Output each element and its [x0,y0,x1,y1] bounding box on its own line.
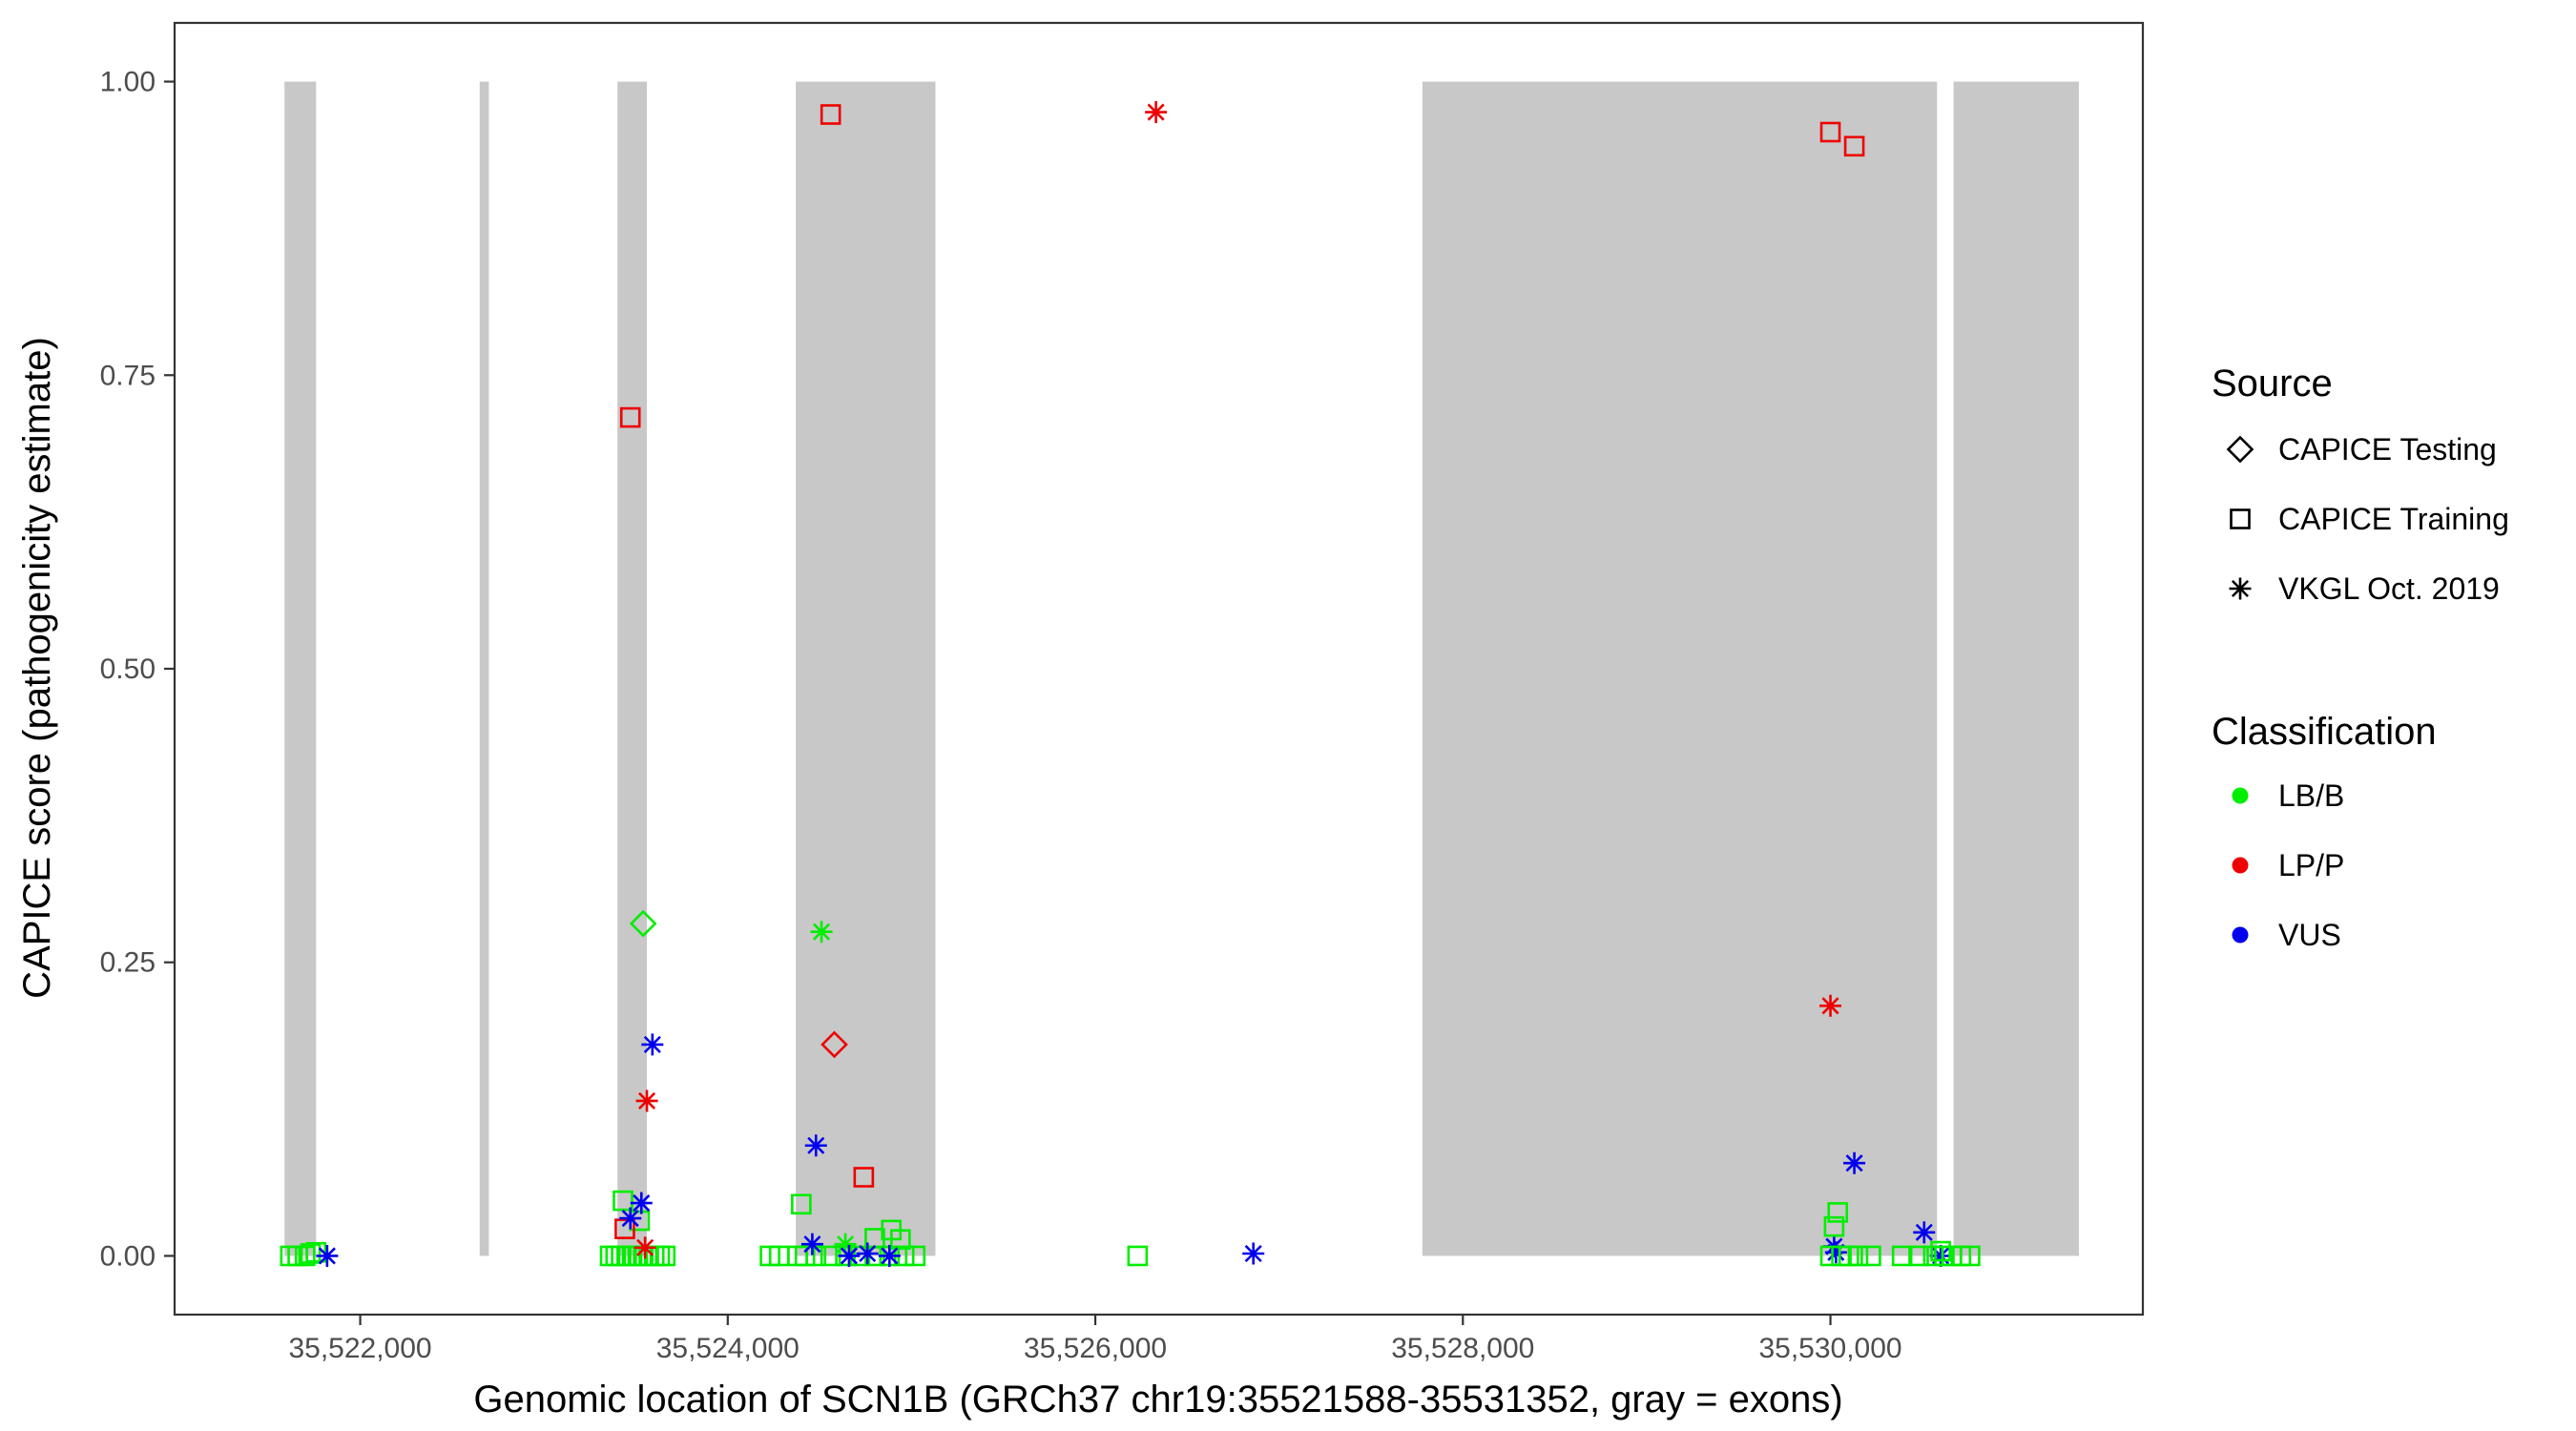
data-point [856,1242,879,1265]
data-point [641,1033,664,1056]
data-point [1823,1215,1845,1237]
data-point [1913,1221,1936,1244]
data-point [614,1218,635,1239]
legend-label: LB/B [2278,778,2344,813]
legend-label: CAPICE Testing [2278,432,2497,467]
data-point [294,1245,316,1267]
data-point [629,909,657,938]
exon-band [1953,81,2079,1256]
data-point [821,1030,848,1059]
data-point [838,1244,861,1267]
data-point [810,921,833,944]
data-point [1960,1245,1981,1267]
data-point [878,1244,901,1267]
data-point [1930,1240,1951,1262]
data-point [794,1245,816,1267]
legend-key-dot [2232,926,2249,944]
legend-key-asterisk [2229,577,2252,600]
legend-label: CAPICE Training [2278,502,2509,536]
legend-key-dot [2232,857,2249,874]
y-tick-label: 1.00 [100,67,156,98]
data-point [630,1192,653,1214]
x-axis-title: Genomic location of SCN1B (GRCh37 chr19:… [473,1379,1842,1421]
y-tick-label: 0.25 [100,947,156,979]
data-point [316,1244,339,1267]
data-point [890,1229,911,1251]
y-tick-label: 0.50 [100,653,156,685]
y-tick-label: 0.75 [100,360,156,391]
data-point [654,1245,676,1267]
legend-label: LP/P [2278,848,2344,882]
data-point [791,1193,812,1215]
data-point [1819,994,1842,1017]
exon-band [284,81,317,1256]
data-point [1860,1245,1881,1267]
exon-band [796,81,936,1256]
data-point [619,1207,642,1230]
data-point [904,1245,926,1267]
data-point [1843,1151,1866,1174]
data-point [1242,1242,1265,1265]
data-point [804,1134,827,1157]
x-tick-label: 35,528,000 [1391,1333,1534,1364]
exon-band [617,81,648,1256]
x-axis: 35,522,000 35,524,000 35,526,000 35,528,000… [288,1315,1902,1364]
data-point [1929,1244,1952,1267]
exon-band [1422,81,1938,1256]
data-point [853,1167,875,1188]
data-point [1127,1245,1149,1267]
data-point [635,1089,658,1112]
exon-band [479,81,489,1256]
data-point [619,406,641,428]
data-point [634,1236,656,1259]
x-tick-label: 35,524,000 [656,1333,800,1364]
legend: Source CAPICE Testing CAPICE Training VKGL … [2212,363,2509,952]
x-tick-label: 35,522,000 [288,1333,431,1364]
data-point [1819,121,1841,143]
data-point [1891,1245,1913,1267]
data-point [1843,135,1865,157]
y-tick-label: 0.00 [100,1240,156,1272]
y-axis: 0.00 0.25 0.50 0.75 1.00 [100,67,175,1272]
data-point [800,1233,823,1255]
legend-key-dot [2232,787,2249,804]
data-point [820,104,841,125]
legend-key-square [2230,508,2251,529]
data-point [1908,1245,1929,1267]
exon-bands [284,81,2079,1256]
data-point [1145,101,1168,124]
data-point [1827,1202,1849,1223]
legend-label: VKGL Oct. 2019 [2278,571,2500,606]
legend-title-classification: Classification [2212,711,2437,753]
legend-key-diamond [2226,435,2254,464]
data-points [280,101,1981,1267]
data-point [1824,1241,1847,1264]
legend-title-source: Source [2212,363,2333,404]
x-tick-label: 35,526,000 [1024,1333,1167,1364]
data-point [613,1190,634,1212]
data-point [1847,1245,1869,1267]
x-tick-label: 35,530,000 [1758,1333,1901,1364]
legend-label: VUS [2278,918,2341,952]
y-axis-title: CAPICE score (pathogenicity estimate) [16,337,58,999]
